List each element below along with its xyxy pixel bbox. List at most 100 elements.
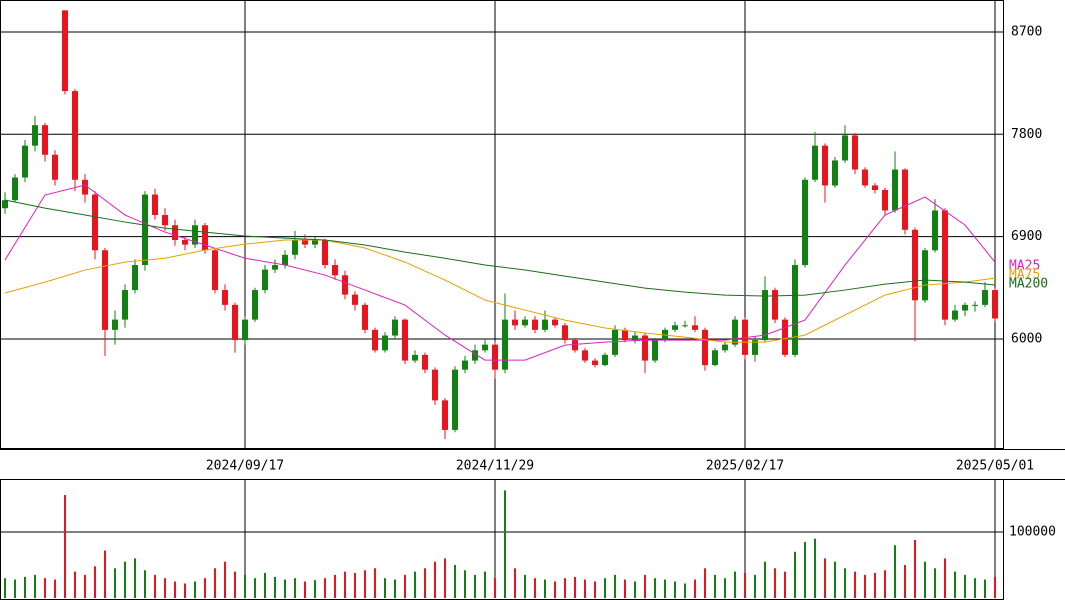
volume-bar: [154, 574, 156, 598]
volume-bar: [264, 572, 266, 598]
legend-label: MA25: [1009, 259, 1040, 274]
candle-body: [612, 329, 618, 355]
volume-bar: [934, 568, 936, 598]
volume-bar: [544, 579, 546, 598]
candle-body: [802, 179, 808, 266]
volume-bar: [424, 568, 426, 598]
candle-body: [992, 290, 998, 319]
volume-bar: [754, 574, 756, 598]
candle-body: [242, 319, 248, 341]
candle-body: [842, 135, 848, 161]
volume-bar: [724, 578, 726, 598]
volume-bar: [954, 571, 956, 598]
volume-bar: [914, 539, 916, 598]
candle-body: [72, 91, 78, 180]
volume-bar: [854, 571, 856, 598]
candle-body: [702, 329, 708, 366]
volume-bar: [304, 581, 306, 598]
volume-bar: [714, 574, 716, 598]
volume-bar: [474, 574, 476, 598]
candle-body: [952, 310, 958, 320]
candle-body: [882, 190, 888, 211]
volume-bar: [434, 561, 436, 598]
volume-bar: [774, 568, 776, 598]
candle-body: [342, 275, 348, 295]
candle-body: [672, 325, 678, 330]
candle-body: [302, 240, 308, 245]
volume-bar: [764, 561, 766, 598]
volume-bar: [874, 572, 876, 598]
candle-body: [262, 269, 268, 291]
x-tick-label: 2025/05/01: [956, 459, 1034, 474]
volume-bar: [84, 574, 86, 598]
candle-body: [732, 319, 738, 345]
candle-body: [902, 169, 908, 230]
candle-body: [412, 354, 418, 361]
candle-body: [812, 145, 818, 180]
candle-body: [442, 400, 448, 430]
volume-bar: [584, 579, 586, 598]
candle-body: [782, 319, 788, 355]
candle-body: [182, 240, 188, 245]
candle-body: [212, 250, 218, 291]
candle-body: [282, 254, 288, 266]
candle-body: [892, 169, 898, 211]
volume-bar: [284, 579, 286, 598]
volume-bar: [344, 571, 346, 598]
volume-bar: [514, 568, 516, 598]
candle-body: [402, 319, 408, 361]
volume-bar: [664, 579, 666, 598]
y-tick-label: 7800: [1011, 127, 1042, 142]
volume-bar: [624, 579, 626, 598]
candle-body: [392, 319, 398, 336]
candle-body: [2, 200, 8, 209]
candle-body: [602, 354, 608, 366]
volume-bar: [134, 558, 136, 598]
candle-body: [482, 344, 488, 351]
candle-body: [922, 250, 928, 301]
candle-body: [872, 185, 878, 191]
volume-bar: [234, 571, 236, 598]
candle-body: [542, 319, 548, 330]
candle-body: [792, 265, 798, 355]
candle-body: [832, 160, 838, 186]
volume-bar: [324, 578, 326, 598]
candle-body: [122, 290, 128, 320]
candle-body: [162, 215, 168, 226]
candle-body: [972, 304, 978, 306]
volume-bar: [694, 579, 696, 598]
volume-frame: [0, 479, 1004, 600]
volume-bar: [104, 550, 106, 598]
candle-body: [222, 290, 228, 305]
candle-body: [712, 350, 718, 366]
candle-body: [552, 319, 558, 326]
volume-bar: [64, 495, 66, 598]
volume-bar: [94, 566, 96, 598]
volume-bar: [824, 558, 826, 598]
volume-bar: [744, 572, 746, 598]
volume-bar: [684, 583, 686, 598]
volume-bar: [174, 581, 176, 598]
candle-body: [582, 350, 588, 361]
candle-body: [92, 194, 98, 251]
candle-body: [642, 335, 648, 361]
volume-bar: [524, 574, 526, 598]
candle-body: [652, 340, 658, 361]
ma-line: [4, 199, 996, 297]
ma-line: [4, 184, 996, 361]
candle-body: [312, 240, 318, 245]
candle-body: [132, 265, 138, 291]
volume-bar: [194, 581, 196, 598]
candle-body: [102, 250, 108, 330]
volume-bar: [604, 578, 606, 598]
candle-body: [852, 135, 858, 170]
candle-body: [522, 319, 528, 326]
volume-bar: [4, 578, 6, 598]
volume-bar: [674, 581, 676, 598]
volume-bar: [224, 561, 226, 598]
candle-body: [632, 335, 638, 341]
y-tick-label: 100000: [1009, 525, 1056, 540]
volume-bar: [274, 576, 276, 598]
